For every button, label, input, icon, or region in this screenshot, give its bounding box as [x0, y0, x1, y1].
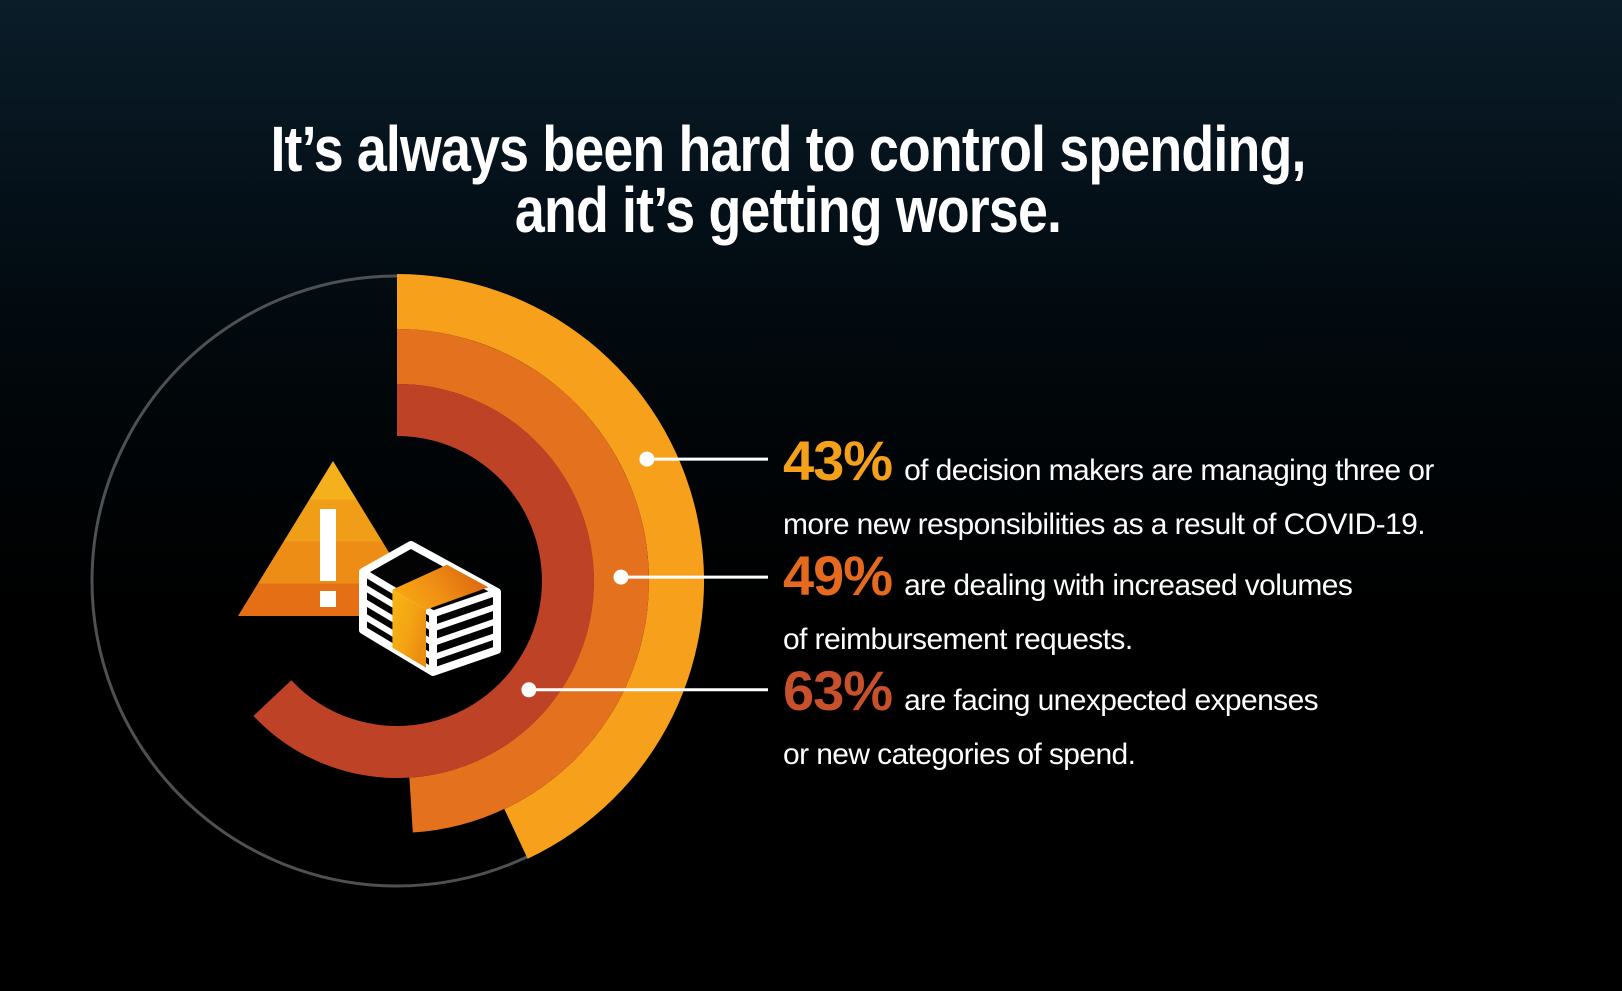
stat-block-43: 43% of decision makers are managing three…: [783, 433, 1434, 540]
title-line-2: and it’s getting worse.: [514, 174, 1062, 246]
stat-value-49: 49%: [783, 544, 893, 607]
leader-dot-43%: [639, 451, 655, 467]
stat-block-49: 49% are dealing with increased volumes of…: [783, 548, 1353, 656]
leader-dot-49%: [613, 569, 629, 585]
money-stack-icon: [359, 541, 501, 676]
stat-text-line1: are facing unexpected expenses: [904, 684, 1319, 717]
exclamation-dot: [320, 591, 336, 607]
exclamation-bar: [320, 509, 336, 581]
stat-text-line2: or new categories of spend.: [783, 738, 1136, 771]
stat-text-line1: are dealing with increased volumes: [904, 569, 1353, 602]
stat-row: 49% are dealing with increased volumes: [783, 548, 1353, 619]
stat-row: 63% are facing unexpected expenses: [783, 663, 1319, 734]
stat-text-line1: of decision makers are managing three or: [904, 454, 1434, 487]
leader-dot-63%: [521, 682, 537, 698]
ring-arc-inner: [253, 384, 594, 778]
leader-lines: [521, 451, 768, 698]
ring-arcs: [253, 274, 705, 859]
money-band-top: [392, 564, 489, 610]
money-right-stripes: [432, 603, 498, 661]
title-line-1: It’s always been hard to control spendin…: [270, 113, 1306, 185]
stat-row: 43% of decision makers are managing three…: [783, 433, 1434, 504]
ring-arc-outer: [397, 274, 705, 859]
stat-block-63: 63% are facing unexpected expenses or new…: [783, 663, 1319, 771]
stat-text-line2: of reimbursement requests.: [783, 623, 1133, 656]
stat-text-line2: more new responsibilities as a result of…: [783, 508, 1426, 541]
money-band-front: [392, 589, 426, 668]
stat-value-63: 63%: [783, 659, 893, 722]
page-title: It’s always been hard to control spendin…: [107, 113, 1469, 246]
ring-arc-middle: [397, 329, 649, 833]
stat-value-43: 43%: [783, 429, 893, 492]
